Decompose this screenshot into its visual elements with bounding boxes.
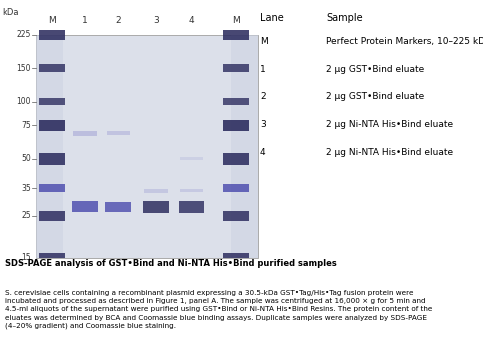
Bar xyxy=(223,153,249,165)
Bar xyxy=(179,201,204,212)
Text: 2 μg Ni-NTA His•Bind eluate: 2 μg Ni-NTA His•Bind eluate xyxy=(326,148,453,157)
Bar xyxy=(36,35,258,258)
Text: 2 μg GST•Bind eluate: 2 μg GST•Bind eluate xyxy=(326,64,424,73)
Text: Perfect Protein Markers, 10–225 kDa: Perfect Protein Markers, 10–225 kDa xyxy=(326,37,483,46)
Bar xyxy=(223,253,249,263)
Bar xyxy=(180,189,203,192)
Bar xyxy=(39,30,65,40)
Bar xyxy=(231,35,258,258)
Bar xyxy=(39,253,65,263)
Bar xyxy=(223,211,249,221)
Text: 2 μg GST•Bind eluate: 2 μg GST•Bind eluate xyxy=(326,92,424,101)
Bar xyxy=(39,184,65,192)
Bar xyxy=(39,120,65,131)
Text: 150: 150 xyxy=(16,64,31,73)
Bar xyxy=(36,35,63,258)
Text: M: M xyxy=(260,37,268,46)
Bar xyxy=(180,157,203,160)
Bar xyxy=(72,201,98,212)
Text: 2: 2 xyxy=(260,92,266,101)
Text: M: M xyxy=(48,16,56,25)
Bar xyxy=(223,30,249,40)
Text: SDS-PAGE analysis of GST•Bind and Ni-NTA His•Bind purified samples: SDS-PAGE analysis of GST•Bind and Ni-NTA… xyxy=(5,259,337,269)
Text: Lane: Lane xyxy=(260,13,284,23)
Text: 50: 50 xyxy=(21,154,31,163)
Bar xyxy=(105,202,131,212)
Bar xyxy=(107,131,130,135)
Text: 225: 225 xyxy=(16,30,31,39)
Text: 15: 15 xyxy=(21,253,31,262)
Bar xyxy=(39,98,65,105)
Text: 2 μg Ni-NTA His•Bind eluate: 2 μg Ni-NTA His•Bind eluate xyxy=(326,120,453,129)
Text: 2: 2 xyxy=(115,16,121,25)
Bar xyxy=(73,131,97,136)
Text: 35: 35 xyxy=(21,184,31,193)
Text: kDa: kDa xyxy=(2,8,19,17)
Bar xyxy=(223,184,249,192)
Text: 4: 4 xyxy=(189,16,194,25)
Bar xyxy=(39,211,65,221)
Bar xyxy=(144,189,168,193)
Text: S. cerevisiae cells containing a recombinant plasmid expressing a 30.5-kDa GST•T: S. cerevisiae cells containing a recombi… xyxy=(5,290,432,329)
Text: 1: 1 xyxy=(260,64,266,73)
Bar xyxy=(39,64,65,72)
Bar xyxy=(39,153,65,165)
Text: 75: 75 xyxy=(21,121,31,130)
Bar xyxy=(143,201,169,212)
Bar xyxy=(223,120,249,131)
Text: 3: 3 xyxy=(260,120,266,129)
Bar xyxy=(223,98,249,105)
Text: 25: 25 xyxy=(21,211,31,220)
Text: 3: 3 xyxy=(153,16,159,25)
Text: Sample: Sample xyxy=(326,13,363,23)
Text: 4: 4 xyxy=(260,148,266,157)
Bar xyxy=(223,64,249,72)
Text: M: M xyxy=(232,16,240,25)
Text: 1: 1 xyxy=(82,16,88,25)
Text: 100: 100 xyxy=(16,97,31,106)
